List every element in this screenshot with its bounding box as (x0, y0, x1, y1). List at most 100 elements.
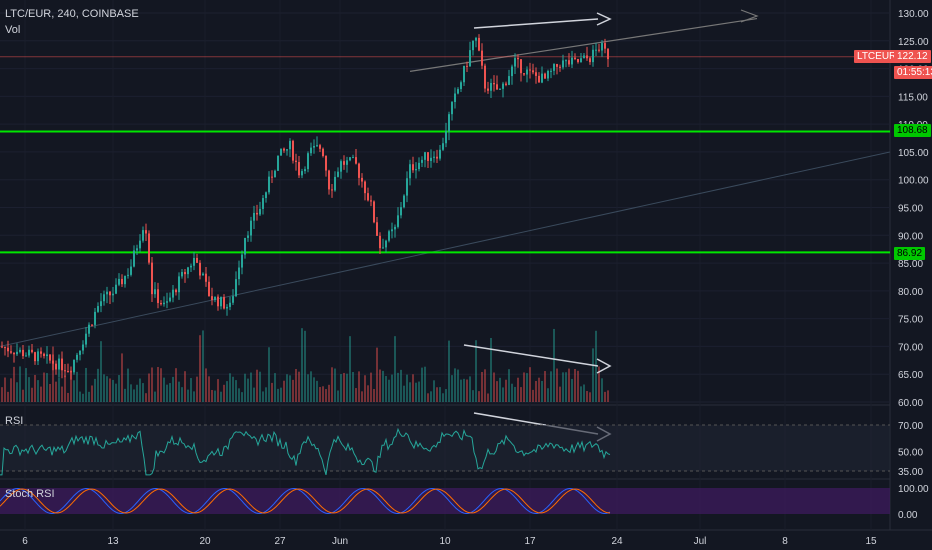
candle-body (154, 289, 156, 295)
time-tick-label: 6 (22, 536, 28, 547)
candle-body (82, 344, 84, 351)
candle-body (52, 360, 54, 364)
price-tick-label: 60.00 (898, 398, 923, 409)
volume-bar (355, 388, 357, 402)
candle-body (523, 73, 525, 75)
volume-bar (199, 335, 201, 402)
time-tick-label: 8 (782, 536, 788, 547)
volume-bar (118, 375, 120, 402)
volume-bar (280, 387, 282, 402)
volume-bar (505, 379, 507, 402)
volume-bar (46, 373, 48, 402)
volume-bar (244, 373, 246, 402)
volume-bar (241, 392, 243, 402)
candle-body (262, 198, 264, 209)
volume-bar (127, 368, 129, 402)
volume-bar (493, 372, 495, 402)
candle-body (208, 281, 210, 297)
candle-body (397, 215, 399, 227)
candle-body (166, 301, 168, 303)
volume-bar (418, 381, 420, 402)
candle-body (160, 303, 162, 305)
volume-bar (55, 381, 57, 402)
volume-bar (292, 379, 294, 402)
rsi-panel-title: RSI (5, 415, 24, 427)
volume-bar (604, 391, 606, 402)
volume-bar (478, 391, 480, 402)
candle-body (421, 159, 423, 163)
time-tick-label: 10 (439, 536, 451, 547)
volume-bar (406, 374, 408, 402)
candle-body (529, 69, 531, 71)
candle-body (61, 358, 63, 371)
volume-bar (475, 340, 477, 402)
volume-bar (502, 387, 504, 402)
candle-body (100, 301, 102, 307)
volume-bar (139, 378, 141, 402)
volume-bar (508, 369, 510, 402)
volume-bar (361, 391, 363, 402)
candle-body (598, 49, 600, 51)
time-tick-label: 13 (107, 536, 119, 547)
volume-bar (268, 347, 270, 402)
volume-bar (121, 353, 123, 402)
symbol-title: LTC/EUR, 240, COINBASE (5, 8, 139, 20)
volume-bar (193, 391, 195, 402)
candle-body (367, 193, 369, 201)
candle-body (556, 64, 558, 67)
volume-bar (58, 377, 60, 402)
volume-bar (28, 377, 30, 402)
candle-body (469, 50, 471, 67)
candle-body (322, 148, 324, 157)
candle-body (79, 350, 81, 355)
candle-body (151, 262, 153, 295)
candle-body (313, 145, 315, 148)
candle-body (286, 149, 288, 151)
volume-bar (1, 387, 3, 402)
volume-bar (43, 372, 45, 402)
candle-body (1, 346, 3, 348)
candle-body (532, 70, 534, 73)
stoch-panel-title: Stoch RSI (5, 488, 55, 500)
volume-bar (352, 371, 354, 402)
volume-bar (511, 383, 513, 402)
volume-bar (526, 373, 528, 402)
price-tick-label: 70.00 (898, 342, 923, 353)
volume-bar (430, 391, 432, 402)
candle-body (454, 93, 456, 103)
candle-body (583, 55, 585, 59)
candle-body (181, 272, 183, 277)
candle-body (223, 297, 225, 309)
volume-bar (172, 376, 174, 402)
volume-bar (67, 392, 69, 402)
candle-body (346, 160, 348, 165)
volume-bar (202, 330, 204, 402)
volume-bar (490, 337, 492, 402)
candle-body (565, 60, 567, 62)
time-tick-label: 15 (865, 536, 877, 547)
candle-body (400, 207, 402, 216)
candle-body (520, 59, 522, 74)
volume-bar (25, 368, 27, 402)
price-tick-label: 130.00 (898, 9, 929, 20)
volume-bar (550, 371, 552, 402)
stoch-d-line (0, 488, 611, 514)
volume-bar (328, 384, 330, 402)
price-tick-label: 80.00 (898, 287, 923, 298)
candle-body (67, 371, 69, 373)
volume-bar (136, 384, 138, 402)
candle-body (169, 297, 171, 302)
volume-bar (220, 391, 222, 402)
candle-body (334, 176, 336, 191)
candle-body (148, 233, 150, 263)
candle-body (187, 267, 189, 275)
volume-bar (373, 388, 375, 402)
candle-body (31, 349, 33, 353)
volume-bar (40, 386, 42, 402)
candle-body (73, 359, 75, 373)
candle-body (241, 254, 243, 268)
volume-bar (391, 374, 393, 402)
candle-body (424, 152, 426, 160)
candle-body (94, 311, 96, 325)
